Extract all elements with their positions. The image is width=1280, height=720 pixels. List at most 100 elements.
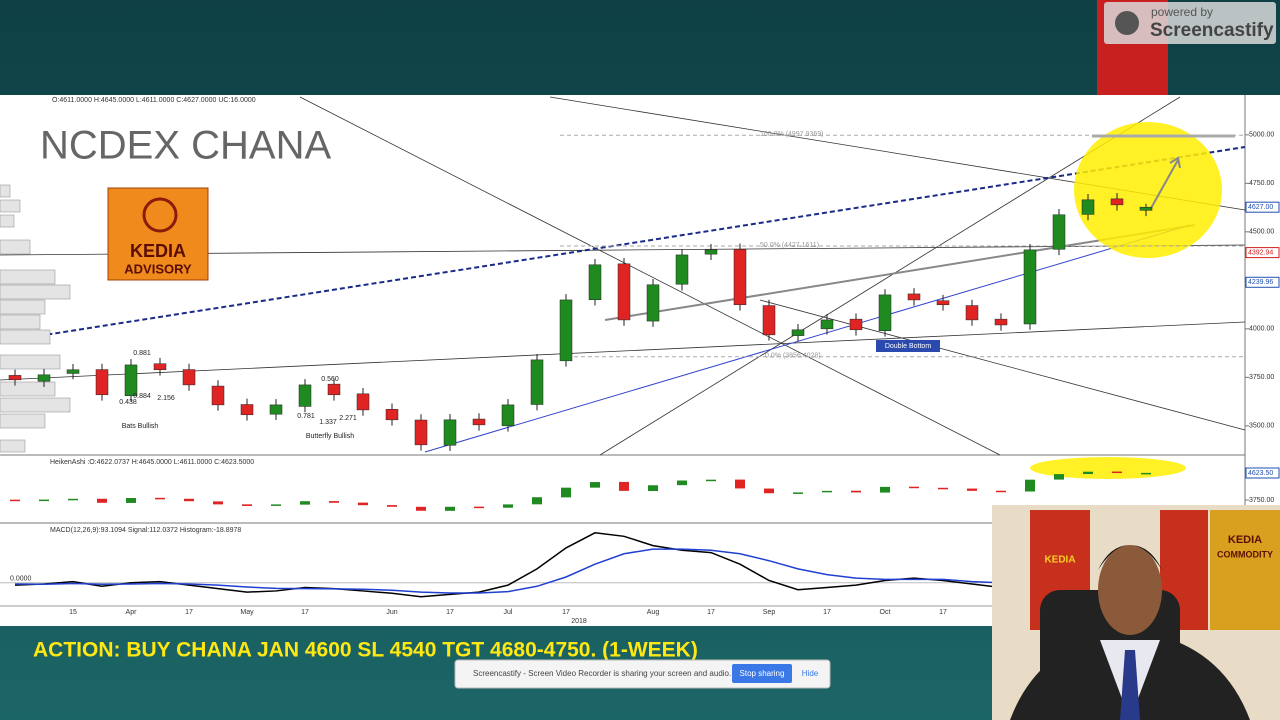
brand-name: Screencastify — [1150, 20, 1274, 41]
candle-body — [327, 383, 341, 396]
ha-candle — [619, 481, 629, 491]
ha-candle — [416, 506, 426, 511]
ha-candle — [532, 497, 542, 505]
ha-candle — [851, 490, 861, 493]
ha-candle — [1141, 472, 1151, 475]
ha-candle — [358, 502, 368, 506]
candle-body — [182, 369, 196, 386]
ha-candle — [1054, 474, 1064, 480]
pattern-ratio: 1.337 — [319, 419, 337, 426]
hide-button[interactable]: Hide — [802, 669, 819, 678]
pattern-ratio: 0.881 — [133, 350, 151, 357]
ha-candle — [967, 488, 977, 491]
candle-body — [791, 329, 805, 336]
ha-candle — [184, 498, 194, 502]
candle-body — [820, 319, 834, 330]
macd-readout: MACD(12,26,9):93.1094 Signal:112.0372 Hi… — [50, 527, 241, 534]
candle-body — [1110, 198, 1124, 206]
candle-body — [414, 419, 428, 446]
candle-body — [95, 369, 109, 396]
signal-line — [14, 548, 1147, 594]
candle-body — [356, 393, 370, 411]
candle-body — [733, 249, 747, 306]
stop-button-label[interactable]: Stop sharing — [740, 669, 785, 678]
x-tick-label: 17 — [823, 609, 831, 616]
x-tick-label: Jul — [504, 609, 513, 616]
year-label: 2018 — [571, 618, 587, 625]
x-tick-label: 17 — [446, 609, 454, 616]
banner-text: KEDIA — [1228, 534, 1262, 546]
support-line — [424, 224, 1191, 453]
y-tick-label: 3500.00 — [1249, 423, 1274, 430]
ha-candle — [561, 487, 571, 498]
candle-body — [211, 385, 225, 406]
ha-candle — [735, 479, 745, 489]
brand-badge — [1104, 2, 1276, 44]
banner-text: KEDIA — [1044, 555, 1075, 566]
candle-body — [1139, 206, 1153, 211]
ohlc-readout: O:4611.0000 H:4645.0000 L:4611.0000 C:46… — [52, 97, 256, 104]
ha-candle — [648, 485, 658, 492]
ha-candle — [590, 482, 600, 488]
ha-candle — [271, 504, 281, 506]
x-tick-label: Sep — [763, 609, 776, 616]
annotation: Bats Bullish — [122, 423, 159, 430]
y-tick-label: 5000.00 — [1249, 132, 1274, 139]
webcam: KEDIA KEDIA COMMODITY — [992, 505, 1280, 720]
x-tick-label: Apr — [126, 609, 138, 616]
channel-line — [0, 146, 1246, 343]
ha-candle — [300, 501, 310, 505]
pattern-ratio: 2.156 — [157, 395, 175, 402]
candle-body — [994, 318, 1008, 326]
price-tag-label: 4239.96 — [1248, 279, 1273, 286]
candle-body — [936, 300, 950, 306]
ha-candle — [764, 488, 774, 494]
ha-candle — [996, 490, 1006, 493]
y-tick-label: 3750.00 — [1249, 374, 1274, 381]
x-tick-label: May — [240, 609, 254, 616]
candle-body — [153, 363, 167, 371]
candle-body — [965, 305, 979, 321]
candle-body — [443, 419, 457, 446]
x-tick-label: 17 — [185, 609, 193, 616]
action-text: ACTION: BUY CHANA JAN 4600 SL 4540 TGT 4… — [33, 639, 698, 662]
pattern-ratio: 2.271 — [339, 415, 357, 422]
ha-candle — [155, 497, 165, 500]
price-tag-label: 4623.50 — [1248, 470, 1273, 477]
ha-candle — [706, 479, 716, 482]
stop-button[interactable] — [732, 664, 792, 683]
ha-candle — [793, 492, 803, 494]
logo-text: ADVISORY — [124, 261, 192, 276]
price-tag — [1245, 247, 1280, 259]
ha-candle — [1025, 479, 1035, 492]
pattern-ratio: 0.884 — [133, 393, 151, 400]
x-tick-label: 17 — [301, 609, 309, 616]
candle-body — [878, 294, 892, 332]
x-tick-label: 17 — [562, 609, 570, 616]
logo-icon — [142, 197, 178, 233]
candle-body — [472, 418, 486, 426]
fib-label: 0.0% (3856.4028) — [765, 353, 821, 360]
arrow — [1149, 156, 1181, 211]
macd-line — [14, 532, 1147, 598]
banner-text: COMMODITY — [1217, 549, 1273, 559]
plot: 5000.004750.004500.004250.004000.003750.… — [0, 131, 1280, 616]
ha-candle — [242, 504, 252, 506]
y-tick-label: 4000.00 — [1249, 326, 1274, 333]
price-tag-label: 4627.00 — [1248, 204, 1273, 211]
candle-body — [269, 404, 283, 415]
highlight — [1030, 457, 1186, 479]
ha-candle — [213, 501, 223, 505]
share-message: Screencastify - Screen Video Recorder is… — [473, 669, 731, 678]
x-tick-label: Jun — [386, 609, 397, 616]
candle-body — [675, 254, 689, 285]
ha-candle — [387, 505, 397, 507]
ha-candle — [1112, 471, 1122, 474]
annotation: Double Bottom — [885, 343, 931, 350]
candle-body — [1023, 249, 1037, 325]
candle-body — [385, 409, 399, 421]
candle-body — [66, 369, 80, 374]
ha-candle — [445, 506, 455, 511]
price-tag — [1245, 467, 1280, 479]
